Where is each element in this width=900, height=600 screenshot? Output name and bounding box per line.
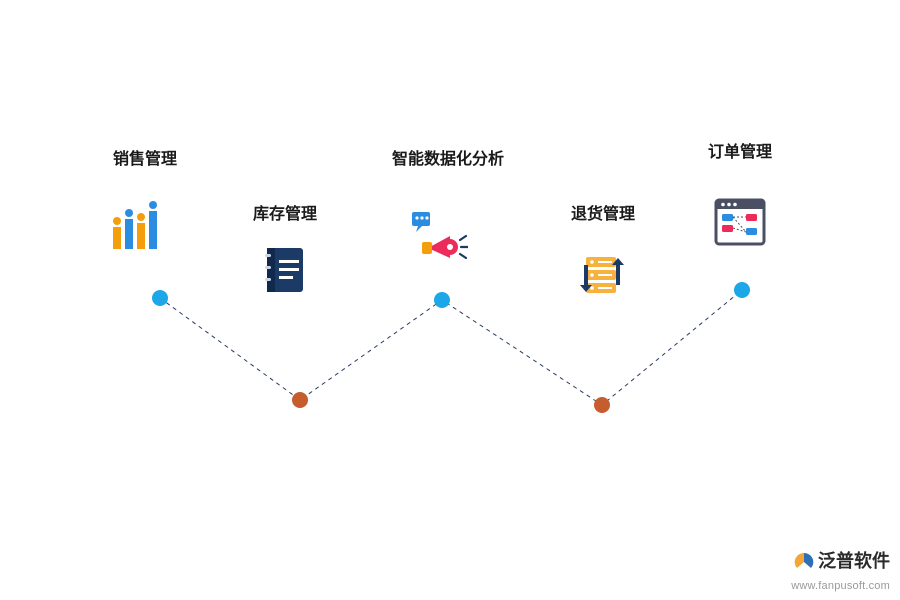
connector-line bbox=[0, 0, 900, 600]
brand-name-text: 泛普软件 bbox=[818, 552, 890, 572]
node-dot-analytics bbox=[434, 292, 450, 308]
node-dot-sales bbox=[152, 290, 168, 306]
node-label-orders: 订单管理 bbox=[708, 138, 772, 162]
node-dot-returns bbox=[594, 397, 610, 413]
diagram-stage: 泛普软件 www.fanpusoft.com 销售管理库存管理 智能数据化分析 … bbox=[0, 0, 900, 600]
megaphone-icon bbox=[408, 208, 468, 268]
kanban-icon bbox=[712, 194, 768, 250]
brand-url: www.fanpusoft.com bbox=[791, 580, 890, 592]
brand-name: 泛普软件 bbox=[794, 552, 890, 572]
server-swap-icon bbox=[574, 249, 626, 301]
bar-people-icon bbox=[109, 199, 161, 251]
node-dot-orders bbox=[734, 282, 750, 298]
node-label-sales: 销售管理 bbox=[113, 145, 177, 169]
brand-watermark: 泛普软件 www.fanpusoft.com bbox=[791, 552, 890, 594]
brand-logo-icon bbox=[794, 552, 814, 572]
node-label-returns: 退货管理 bbox=[571, 200, 635, 224]
node-label-inventory: 库存管理 bbox=[253, 200, 317, 224]
node-label-analytics: 智能数据化分析 bbox=[392, 145, 504, 169]
node-dot-inventory bbox=[292, 392, 308, 408]
notebook-icon bbox=[259, 244, 311, 296]
